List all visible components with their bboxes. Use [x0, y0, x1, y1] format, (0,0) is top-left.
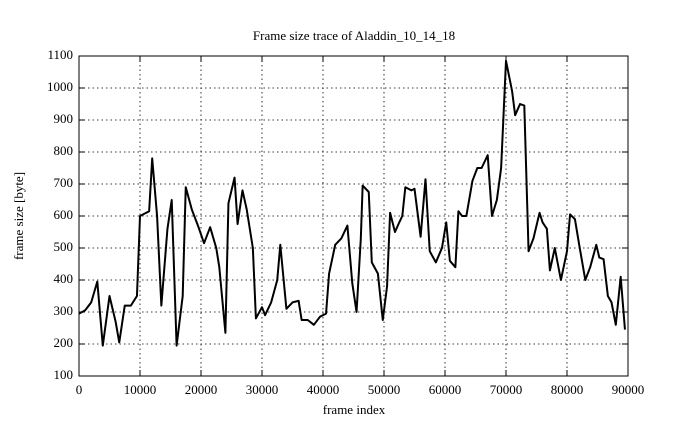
data-line: [78, 59, 626, 347]
y-tick-label: 700: [54, 175, 74, 190]
y-tick-label: 800: [54, 143, 74, 158]
x-tick-label: 70000: [490, 382, 523, 397]
x-tick-label: 30000: [246, 382, 279, 397]
y-tick-label: 500: [54, 239, 74, 254]
x-tick-label: 40000: [307, 382, 340, 397]
x-tick-label: 60000: [429, 382, 462, 397]
y-tick-label: 400: [54, 271, 74, 286]
x-tick-label: 0: [76, 382, 83, 397]
y-tick-label: 200: [54, 335, 74, 350]
y-axis-label: frame size [byte]: [11, 172, 26, 260]
y-tick-label: 1100: [47, 47, 73, 62]
x-tick-label: 50000: [368, 382, 401, 397]
chart-title: Frame size trace of Aladdin_10_14_18: [253, 28, 455, 43]
x-tick-label: 80000: [551, 382, 584, 397]
y-tick-label: 1000: [47, 79, 73, 94]
plot-frame: [78, 55, 629, 377]
x-tick-label: 90000: [612, 382, 645, 397]
y-tick-label: 900: [54, 111, 74, 126]
x-tick-label: 10000: [124, 382, 157, 397]
x-axis-label: frame index: [323, 402, 386, 417]
x-tick-label: 20000: [185, 382, 218, 397]
y-tick-label: 600: [54, 207, 74, 222]
y-tick-label: 100: [54, 367, 74, 382]
y-tick-label: 300: [54, 303, 74, 318]
